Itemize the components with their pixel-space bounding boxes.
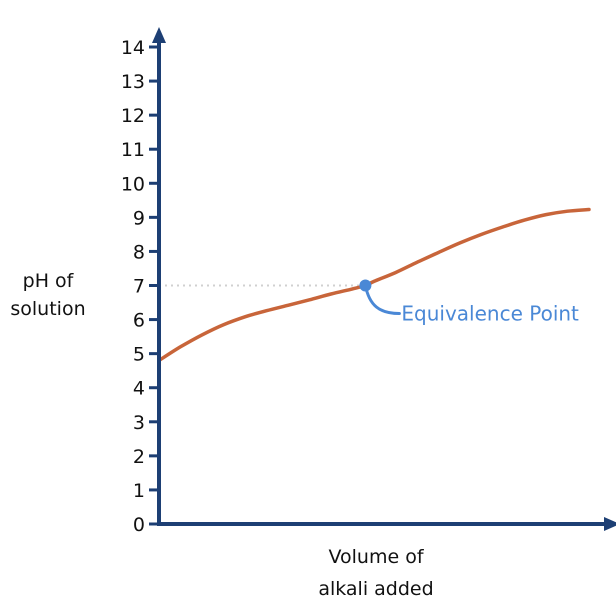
y-axis-title-line: solution bbox=[10, 298, 85, 320]
y-tick-label: 5 bbox=[133, 344, 145, 366]
axis-titles-layer: pH of solution Volume of alkali added bbox=[10, 270, 433, 600]
y-tick-label: 7 bbox=[133, 276, 145, 298]
equivalence-point-marker bbox=[359, 280, 371, 292]
y-tick-label: 1 bbox=[133, 480, 145, 502]
y-tick-label: 6 bbox=[133, 310, 145, 332]
y-tick-label: 10 bbox=[121, 173, 145, 195]
x-axis-title-line: alkali added bbox=[318, 578, 433, 600]
y-tick-label: 0 bbox=[133, 514, 145, 536]
y-tick-label: 11 bbox=[121, 139, 145, 161]
y-tick-label: 8 bbox=[133, 241, 145, 263]
y-tick-label: 2 bbox=[133, 446, 145, 468]
y-tick-label: 4 bbox=[133, 378, 145, 400]
y-tick-label: 12 bbox=[121, 105, 145, 127]
y-axis-title-line: pH of bbox=[23, 270, 75, 292]
y-tick-label: 3 bbox=[133, 412, 145, 434]
annotation-layer: Equivalence Point bbox=[359, 280, 579, 326]
x-axis-title-line: Volume of bbox=[328, 546, 424, 568]
y-tick-label: 9 bbox=[133, 207, 145, 229]
equivalence-connector bbox=[365, 286, 399, 314]
equivalence-point-label: Equivalence Point bbox=[401, 302, 579, 326]
titration-curve bbox=[159, 210, 589, 361]
y-axis-arrow bbox=[152, 27, 166, 43]
y-tick-label: 13 bbox=[121, 71, 145, 93]
curve-layer bbox=[159, 210, 589, 361]
x-axis-arrow bbox=[604, 517, 616, 531]
y-tick-label: 14 bbox=[121, 37, 145, 59]
